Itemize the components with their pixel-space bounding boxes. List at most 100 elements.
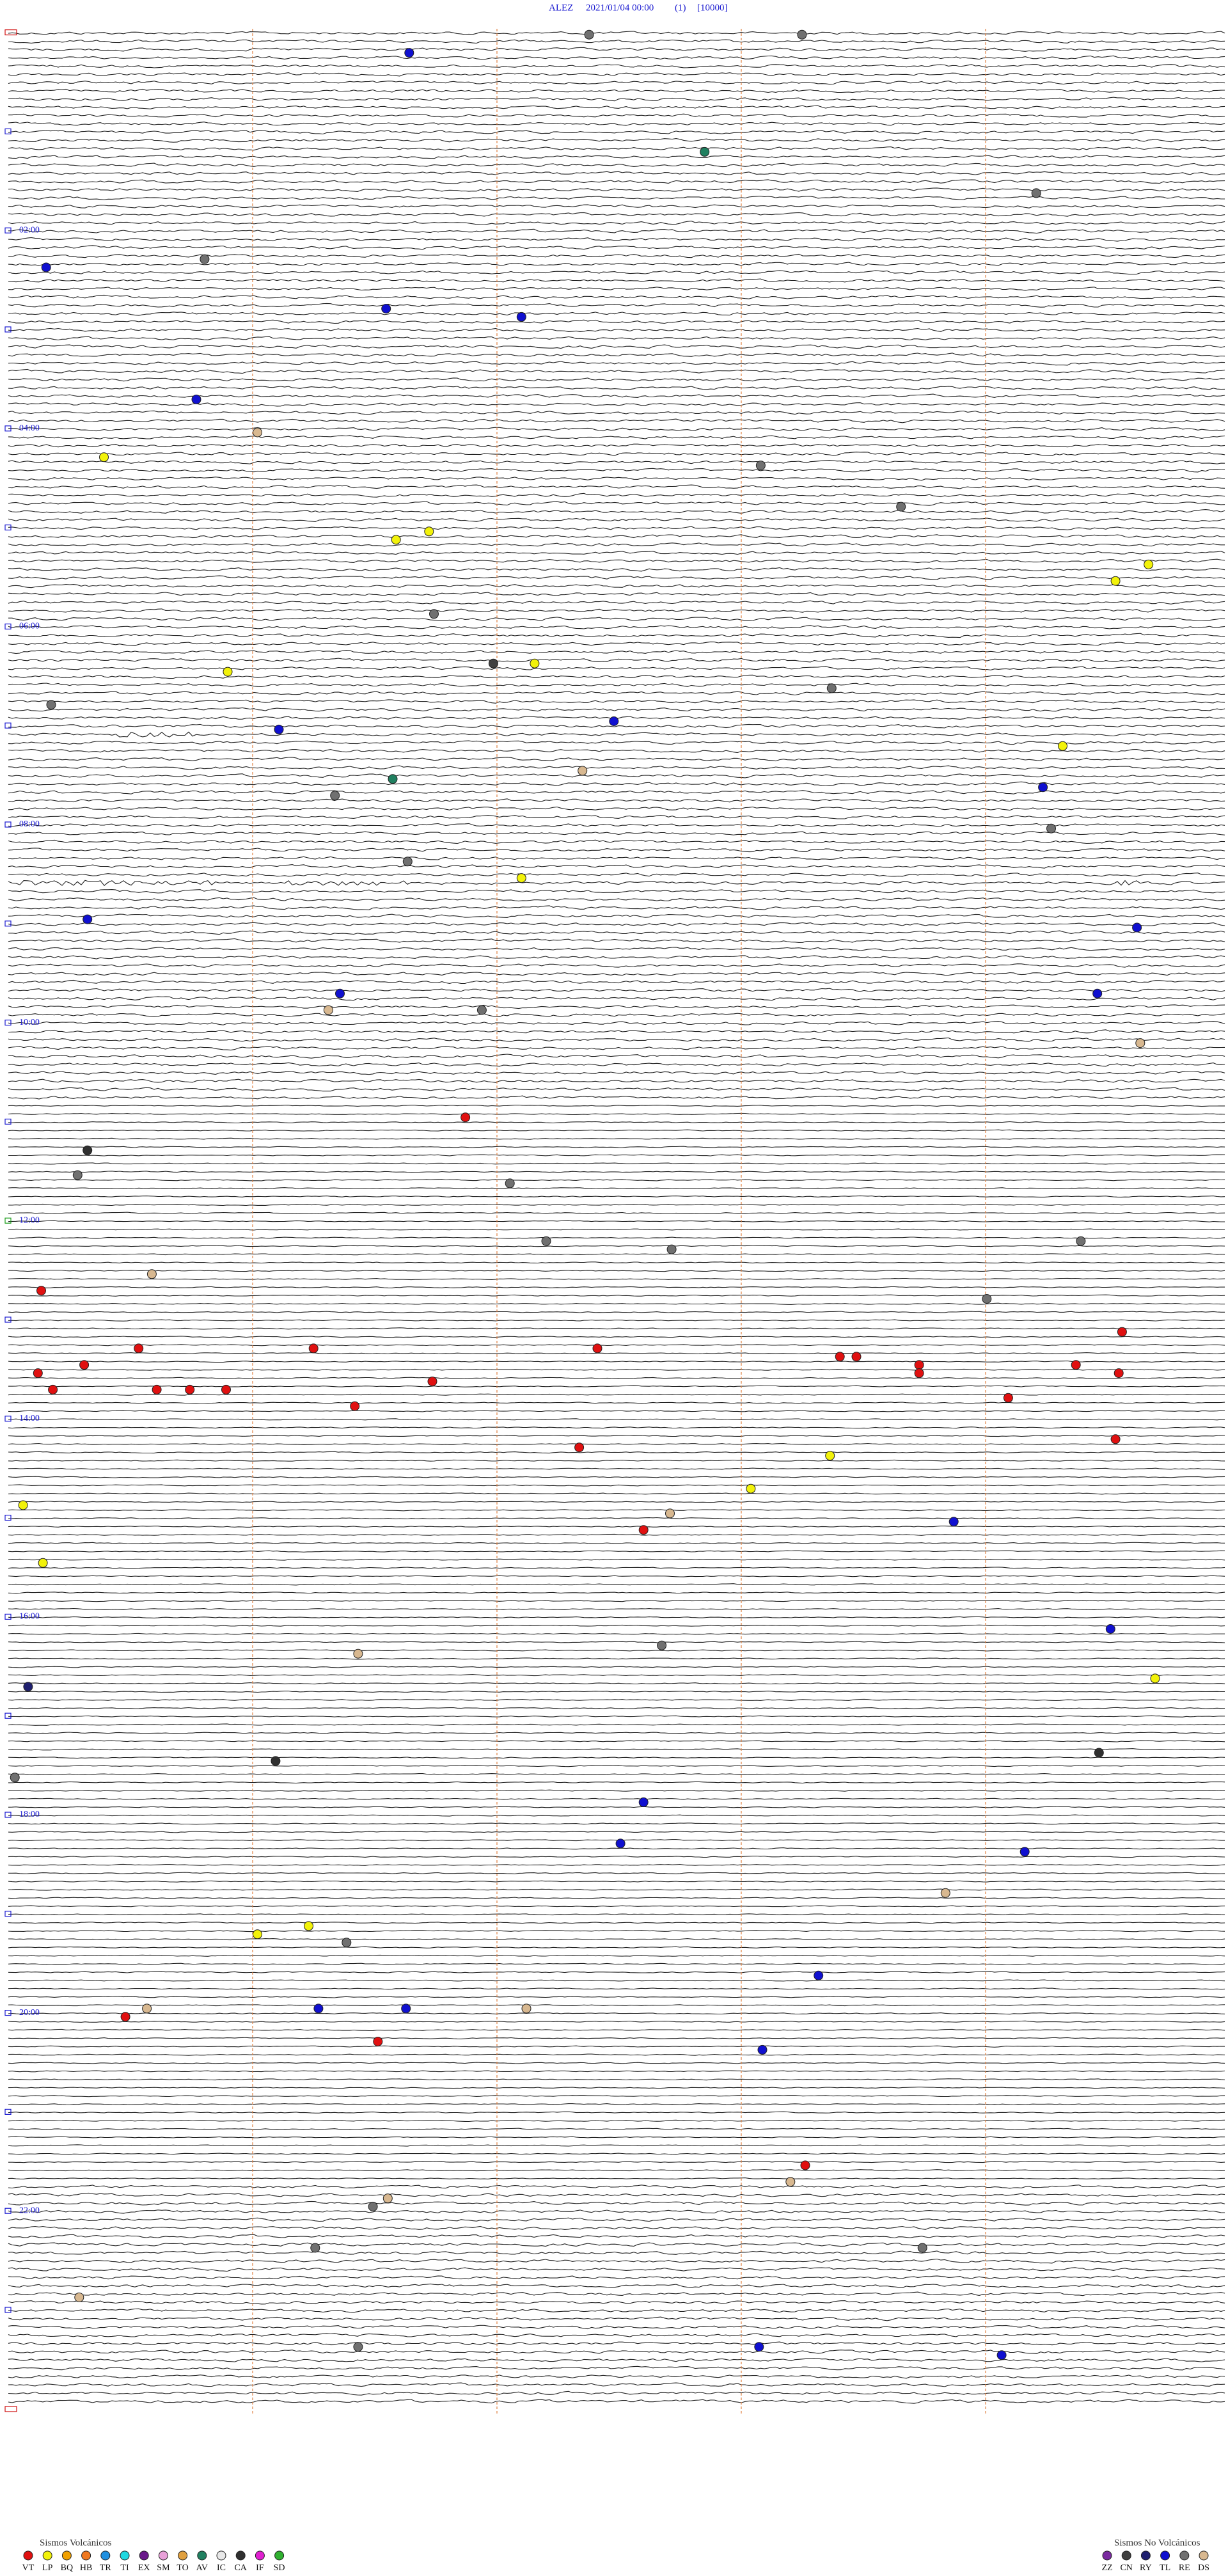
event — [381, 304, 391, 313]
event — [700, 146, 710, 157]
trace — [8, 385, 1225, 390]
legend-code: TL — [1160, 2563, 1170, 2573]
trace — [8, 518, 1225, 523]
event — [1114, 1368, 1124, 1379]
trace — [8, 1938, 1225, 1941]
event — [36, 1286, 46, 1296]
event — [1132, 922, 1142, 933]
trace — [8, 468, 1225, 473]
trace — [8, 1062, 1225, 1067]
event — [253, 1929, 262, 1940]
trace — [8, 39, 1225, 44]
event — [223, 667, 233, 677]
hour-label: 12:00 — [19, 1215, 40, 1225]
event — [797, 29, 807, 40]
event — [1046, 823, 1056, 834]
trace — [8, 2144, 1225, 2147]
trace — [8, 839, 1225, 844]
event — [142, 2003, 152, 2014]
trace — [8, 1946, 1225, 1948]
trace — [8, 1336, 1225, 1338]
trace — [8, 2070, 1225, 2073]
hour-label: 02:00 — [19, 225, 40, 235]
trace — [8, 1095, 1225, 1100]
event — [505, 1178, 515, 1189]
event — [46, 700, 56, 710]
trace — [8, 823, 1225, 827]
trace — [8, 2250, 1225, 2255]
trace — [8, 880, 1225, 887]
event — [578, 766, 588, 776]
event — [304, 1921, 313, 1931]
legend-code: HB — [80, 2563, 92, 2573]
event — [1058, 741, 1067, 751]
legend-code: EX — [138, 2563, 150, 2573]
trace — [8, 162, 1225, 168]
event — [896, 502, 906, 512]
event — [99, 452, 109, 462]
trace — [8, 988, 1225, 993]
trace — [8, 336, 1225, 341]
trace — [8, 1897, 1225, 1899]
hour-marker — [4, 1812, 12, 1818]
trace — [8, 312, 1225, 316]
trace — [8, 2333, 1225, 2337]
event — [1144, 559, 1154, 569]
trace — [8, 699, 1225, 704]
trace — [8, 1237, 1225, 1239]
trace — [8, 1385, 1225, 1387]
event — [800, 2160, 810, 2170]
trace — [8, 2242, 1225, 2247]
trace — [8, 798, 1225, 803]
legend-code: LP — [42, 2563, 53, 2573]
trace — [8, 1327, 1225, 1330]
trace — [8, 633, 1225, 638]
hour-marker — [4, 128, 12, 134]
trace — [8, 393, 1225, 399]
legend-swatch — [23, 2550, 33, 2561]
event — [146, 1269, 157, 1279]
trace — [8, 1121, 1225, 1124]
event — [1110, 1434, 1121, 1444]
trace — [8, 1368, 1225, 1371]
event — [429, 609, 439, 619]
legend-swatch — [216, 2550, 226, 2561]
event — [592, 1343, 602, 1354]
hour-marker — [4, 1911, 12, 1917]
event — [516, 312, 526, 322]
legend-code: SD — [274, 2563, 285, 2573]
trace — [8, 1484, 1225, 1487]
hour-marker — [4, 524, 12, 531]
trace — [8, 1674, 1225, 1677]
trace — [8, 2053, 1225, 2056]
hour-marker — [4, 2010, 12, 2016]
trace — [8, 1583, 1225, 1586]
hour-label: 06:00 — [19, 622, 40, 631]
hour-marker — [4, 1019, 12, 1026]
event — [541, 1236, 551, 1246]
hour-marker — [4, 623, 12, 630]
event — [221, 1384, 231, 1395]
trace — [8, 2258, 1225, 2264]
trace — [8, 1435, 1225, 1437]
trace — [8, 723, 1225, 729]
event — [427, 1377, 437, 1386]
trace — [8, 963, 1225, 968]
trace — [8, 1979, 1225, 1982]
datetime: 2021/01/04 00:00 — [586, 3, 654, 13]
trace — [8, 1765, 1225, 1767]
legend-swatch — [1140, 2550, 1151, 2561]
trace — [8, 781, 1225, 787]
trace — [8, 2382, 1225, 2387]
trace — [8, 360, 1225, 366]
trace — [8, 691, 1225, 696]
trace — [8, 1632, 1225, 1635]
hour-label: 22:00 — [19, 2206, 40, 2215]
time-grid: 02:00 04:00 06:00 08:00 10:00 12:00 14:00 16:00… — [4, 29, 986, 2415]
legend-title: Sismos Volcánicos — [40, 2538, 112, 2548]
trace — [8, 113, 1225, 118]
trace — [8, 1872, 1225, 1874]
trace — [8, 1855, 1225, 1858]
trace — [8, 922, 1225, 926]
event — [10, 1773, 20, 1783]
